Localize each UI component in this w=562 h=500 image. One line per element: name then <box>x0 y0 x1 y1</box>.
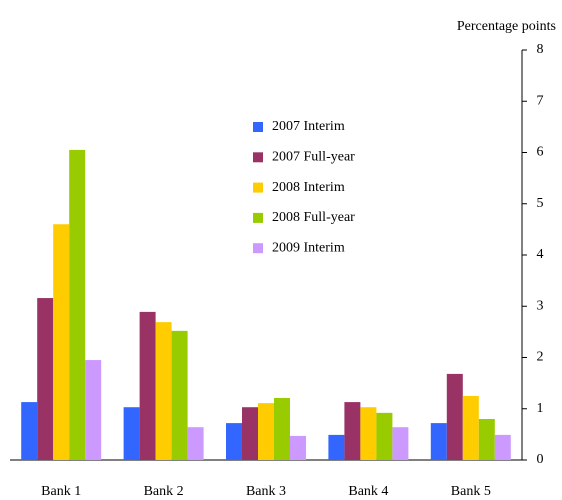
x-tick-label: Bank 2 <box>144 484 184 499</box>
x-tick-label: Bank 5 <box>451 484 491 499</box>
bar <box>139 311 156 460</box>
x-tick-label: Bank 3 <box>246 484 286 499</box>
bar <box>37 298 54 460</box>
bar <box>21 402 38 460</box>
y-tick-label: 7 <box>537 93 544 108</box>
bar <box>344 402 361 460</box>
bar <box>494 434 511 460</box>
y-tick-label: 6 <box>537 145 544 160</box>
y-tick-label: 3 <box>537 298 544 313</box>
y-tick-label: 2 <box>537 350 544 365</box>
bar <box>328 434 345 460</box>
bar <box>376 412 393 460</box>
bar <box>123 407 140 460</box>
bar <box>274 397 290 460</box>
bar <box>290 435 306 460</box>
legend-label: 2007 Interim <box>272 119 345 134</box>
bar <box>446 373 463 460</box>
bar <box>430 423 447 460</box>
bar <box>242 407 258 460</box>
legend-swatch <box>253 212 263 223</box>
legend-swatch <box>253 122 263 132</box>
bar <box>392 427 409 460</box>
y-tick-label: 1 <box>537 401 544 416</box>
bar <box>171 330 188 460</box>
legend-swatch <box>253 182 263 193</box>
x-tick-label: Bank 1 <box>41 484 81 499</box>
x-tick-label: Bank 4 <box>348 484 388 499</box>
y-tick-label: 5 <box>537 196 544 211</box>
legend-swatch <box>253 243 263 254</box>
legend-label: 2008 Interim <box>272 180 345 195</box>
y-tick-label: 8 <box>537 42 544 57</box>
y-tick-label: 4 <box>537 247 544 262</box>
legend-label: 2009 Interim <box>272 240 345 255</box>
y-tick-label: 0 <box>537 452 544 467</box>
bar <box>85 360 102 460</box>
bar <box>155 322 172 460</box>
legend-label: 2007 Full-year <box>272 150 355 165</box>
bar <box>187 427 204 460</box>
bar <box>53 224 70 460</box>
bar <box>462 395 479 460</box>
bar <box>258 403 274 460</box>
bar <box>478 419 495 460</box>
legend-label: 2008 Full-year <box>272 210 355 225</box>
legend-swatch <box>253 152 263 163</box>
bar <box>226 423 242 460</box>
bar <box>69 149 86 460</box>
bar <box>360 407 377 460</box>
y-axis-label: Percentage points <box>457 19 556 34</box>
